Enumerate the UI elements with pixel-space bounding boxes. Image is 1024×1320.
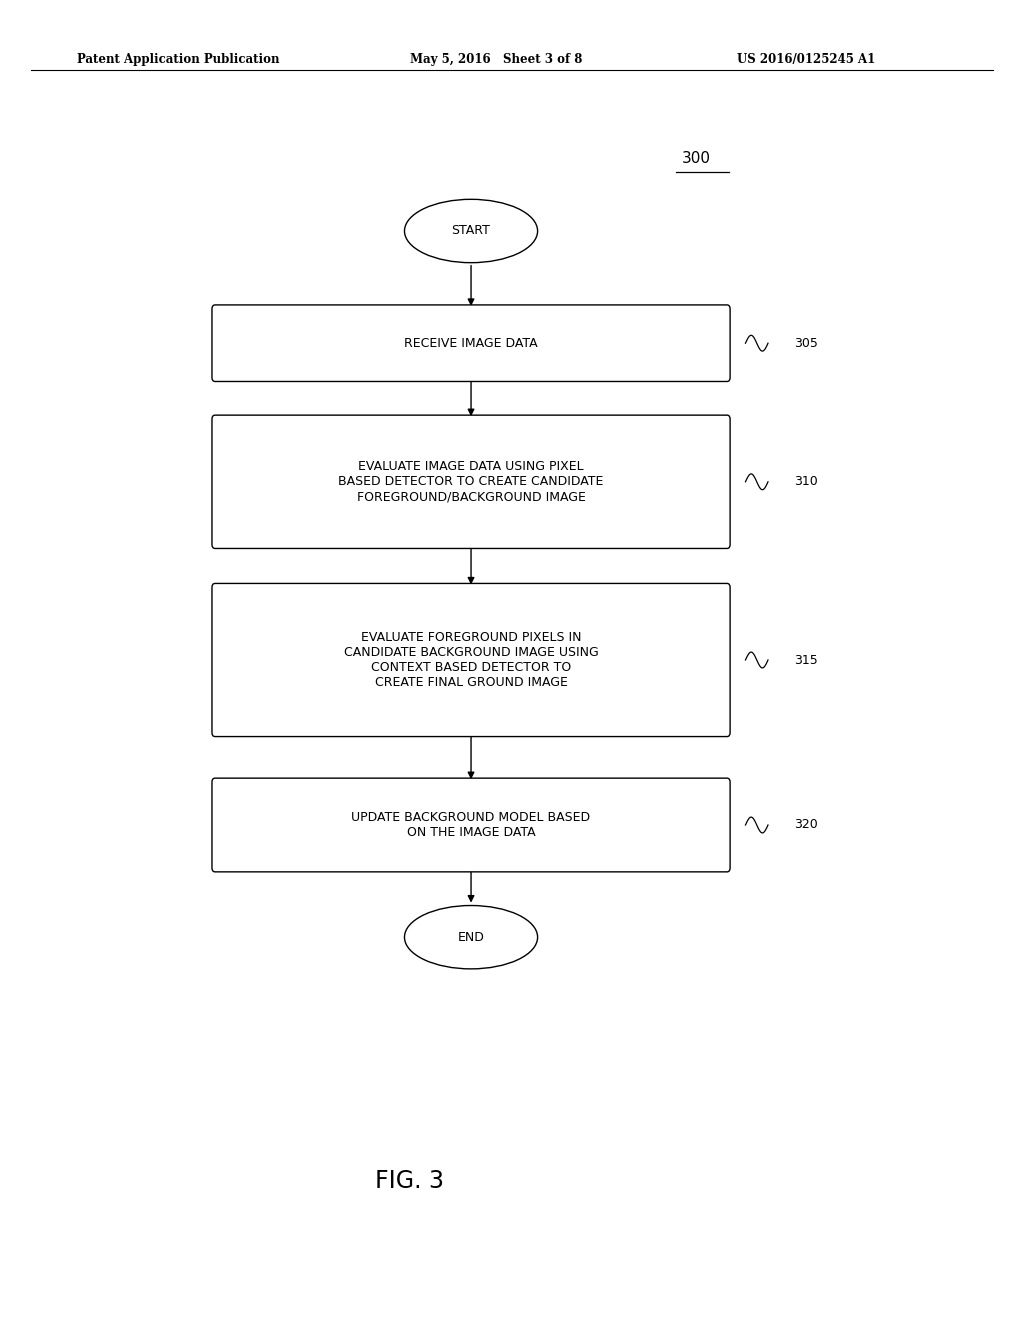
Text: UPDATE BACKGROUND MODEL BASED
ON THE IMAGE DATA: UPDATE BACKGROUND MODEL BASED ON THE IMA… (351, 810, 591, 840)
Text: 300: 300 (682, 150, 711, 166)
Text: EVALUATE FOREGROUND PIXELS IN
CANDIDATE BACKGROUND IMAGE USING
CONTEXT BASED DET: EVALUATE FOREGROUND PIXELS IN CANDIDATE … (344, 631, 598, 689)
Text: US 2016/0125245 A1: US 2016/0125245 A1 (737, 53, 876, 66)
FancyBboxPatch shape (212, 777, 730, 871)
Text: END: END (458, 931, 484, 944)
Text: 315: 315 (794, 653, 817, 667)
Text: EVALUATE IMAGE DATA USING PIXEL
BASED DETECTOR TO CREATE CANDIDATE
FOREGROUND/BA: EVALUATE IMAGE DATA USING PIXEL BASED DE… (338, 461, 604, 503)
Text: FIG. 3: FIG. 3 (375, 1170, 444, 1193)
Text: START: START (452, 224, 490, 238)
Ellipse shape (404, 906, 538, 969)
Text: 310: 310 (794, 475, 817, 488)
FancyBboxPatch shape (212, 583, 730, 737)
Text: 320: 320 (794, 818, 817, 832)
FancyBboxPatch shape (212, 414, 730, 549)
Text: RECEIVE IMAGE DATA: RECEIVE IMAGE DATA (404, 337, 538, 350)
Ellipse shape (404, 199, 538, 263)
Text: 305: 305 (794, 337, 817, 350)
FancyBboxPatch shape (212, 305, 730, 381)
Text: May 5, 2016   Sheet 3 of 8: May 5, 2016 Sheet 3 of 8 (410, 53, 582, 66)
Text: Patent Application Publication: Patent Application Publication (77, 53, 280, 66)
